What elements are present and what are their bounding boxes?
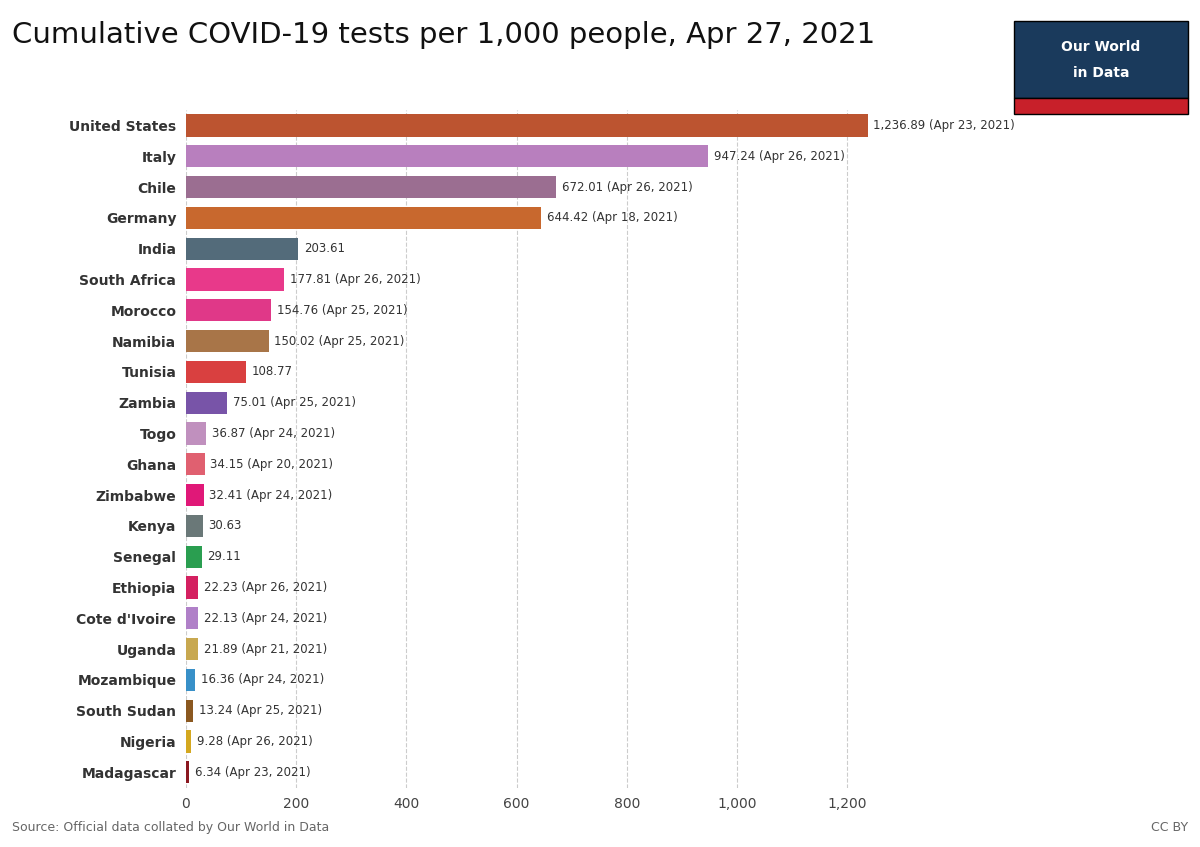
Text: 1,236.89 (Apr 23, 2021): 1,236.89 (Apr 23, 2021) [874, 119, 1015, 132]
Text: 108.77: 108.77 [252, 365, 293, 379]
Text: in Data: in Data [1073, 66, 1129, 80]
Text: 6.34 (Apr 23, 2021): 6.34 (Apr 23, 2021) [196, 766, 311, 778]
Text: 9.28 (Apr 26, 2021): 9.28 (Apr 26, 2021) [197, 735, 312, 748]
Text: Cumulative COVID-19 tests per 1,000 people, Apr 27, 2021: Cumulative COVID-19 tests per 1,000 peop… [12, 21, 875, 49]
Text: 644.42 (Apr 18, 2021): 644.42 (Apr 18, 2021) [547, 212, 678, 224]
Text: Source: Official data collated by Our World in Data: Source: Official data collated by Our Wo… [12, 822, 329, 834]
Text: 29.11: 29.11 [208, 551, 241, 563]
Bar [186, 299, 271, 321]
Text: 22.23 (Apr 26, 2021): 22.23 (Apr 26, 2021) [204, 581, 328, 594]
Text: 177.81 (Apr 26, 2021): 177.81 (Apr 26, 2021) [289, 273, 420, 286]
Text: 21.89 (Apr 21, 2021): 21.89 (Apr 21, 2021) [204, 643, 326, 656]
Bar [186, 761, 190, 783]
Bar [186, 361, 246, 383]
Text: 75.01 (Apr 25, 2021): 75.01 (Apr 25, 2021) [233, 396, 356, 409]
Text: CC BY: CC BY [1151, 822, 1188, 834]
Bar [186, 577, 198, 599]
Bar [186, 207, 541, 229]
Bar [186, 545, 202, 567]
Text: 16.36 (Apr 24, 2021): 16.36 (Apr 24, 2021) [200, 673, 324, 686]
Bar [186, 638, 198, 660]
Bar [186, 176, 557, 198]
Bar [186, 484, 204, 507]
Text: Our World: Our World [1061, 41, 1141, 54]
Bar [186, 730, 191, 753]
Bar [186, 238, 299, 260]
Text: 672.01 (Apr 26, 2021): 672.01 (Apr 26, 2021) [562, 180, 692, 194]
FancyBboxPatch shape [1014, 97, 1188, 114]
Text: 154.76 (Apr 25, 2021): 154.76 (Apr 25, 2021) [277, 304, 408, 317]
Bar [186, 669, 196, 691]
Bar [186, 330, 269, 352]
Text: 13.24 (Apr 25, 2021): 13.24 (Apr 25, 2021) [199, 704, 322, 717]
Bar [186, 423, 206, 445]
Text: 203.61: 203.61 [304, 242, 344, 255]
Bar [186, 114, 868, 136]
Bar [186, 391, 227, 414]
Bar [186, 607, 198, 629]
Bar [186, 515, 203, 537]
Text: 150.02 (Apr 25, 2021): 150.02 (Apr 25, 2021) [274, 335, 404, 347]
Bar [186, 145, 708, 168]
Text: 30.63: 30.63 [209, 519, 241, 533]
Bar [186, 268, 284, 291]
Text: 947.24 (Apr 26, 2021): 947.24 (Apr 26, 2021) [714, 150, 845, 163]
Text: 22.13 (Apr 24, 2021): 22.13 (Apr 24, 2021) [204, 612, 326, 625]
Text: 34.15 (Apr 20, 2021): 34.15 (Apr 20, 2021) [210, 458, 334, 471]
Bar [186, 700, 193, 722]
Text: 36.87 (Apr 24, 2021): 36.87 (Apr 24, 2021) [212, 427, 335, 440]
Bar [186, 453, 205, 475]
Text: 32.41 (Apr 24, 2021): 32.41 (Apr 24, 2021) [209, 489, 332, 501]
FancyBboxPatch shape [1014, 21, 1188, 97]
